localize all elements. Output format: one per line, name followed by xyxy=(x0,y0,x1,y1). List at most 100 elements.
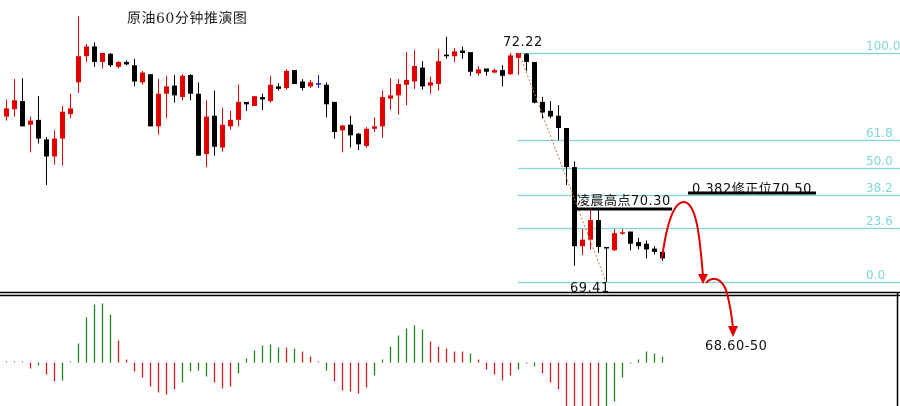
candle-body xyxy=(316,83,321,85)
candle xyxy=(36,96,41,144)
candle xyxy=(228,110,233,130)
candle xyxy=(140,70,145,85)
fib-level-label: 61.8 xyxy=(866,125,893,140)
candle-body xyxy=(580,239,585,247)
candle-body xyxy=(276,86,281,89)
candle-body xyxy=(524,53,529,62)
candle xyxy=(420,61,425,90)
candle-body xyxy=(596,220,601,247)
candle-body xyxy=(60,111,65,139)
candle xyxy=(148,74,153,127)
candle-body xyxy=(500,70,505,76)
candle xyxy=(348,115,353,148)
candle-body xyxy=(516,52,521,58)
candle xyxy=(628,231,633,251)
candle-body xyxy=(4,108,9,117)
candle-body xyxy=(236,101,241,120)
candle-body xyxy=(244,101,249,105)
candle xyxy=(556,105,561,141)
candle xyxy=(356,132,361,150)
candle xyxy=(276,83,281,91)
candle-body xyxy=(156,93,161,127)
fib-level-label: 0.0 xyxy=(866,267,886,282)
candle-body xyxy=(564,127,569,168)
candle xyxy=(180,74,185,101)
candle xyxy=(436,48,441,91)
candle xyxy=(260,93,265,111)
candle xyxy=(596,210,601,253)
candle-body xyxy=(252,96,257,106)
forecast-arrow-path-up-down xyxy=(661,200,704,277)
candle-body xyxy=(76,56,81,83)
candle-body xyxy=(124,61,129,65)
candle xyxy=(548,101,553,119)
candle-body xyxy=(292,70,297,84)
candle xyxy=(132,58,137,87)
candle xyxy=(540,97,545,119)
candle-body xyxy=(572,167,577,247)
candle-body xyxy=(412,66,417,82)
candle xyxy=(460,46,465,59)
candle-body xyxy=(340,125,345,131)
candle xyxy=(332,101,337,139)
candle xyxy=(28,116,33,153)
candle xyxy=(76,16,81,93)
candle xyxy=(652,246,657,255)
candle xyxy=(508,52,513,75)
candle-body xyxy=(556,115,561,128)
candle-body xyxy=(28,120,33,125)
candle-body xyxy=(492,70,497,73)
candle-body xyxy=(148,74,153,127)
candle xyxy=(340,124,345,153)
candle xyxy=(572,161,577,266)
candle-body xyxy=(380,97,385,127)
candle-body xyxy=(348,124,353,136)
early-morning-high-label: 凌晨高点70.30 xyxy=(577,194,671,209)
fib-level-label: 100.0 xyxy=(866,38,900,53)
candle-body xyxy=(100,52,105,62)
candle xyxy=(412,49,417,89)
forecast-arrow xyxy=(661,200,738,337)
candle xyxy=(500,65,505,87)
candle xyxy=(476,66,481,76)
candle xyxy=(68,93,73,119)
candle xyxy=(108,52,113,67)
candle-body xyxy=(644,243,649,250)
chart-title: 原油60分钟推演图 xyxy=(127,11,248,27)
candle-body xyxy=(484,68,489,72)
candle xyxy=(492,68,497,74)
candle-body xyxy=(20,101,25,127)
candle xyxy=(268,75,273,103)
candle xyxy=(220,107,225,152)
candle xyxy=(364,127,369,148)
candle xyxy=(444,36,449,59)
candle-body xyxy=(332,101,337,133)
candle-body xyxy=(268,84,273,102)
candle-body xyxy=(364,128,369,146)
candle-body xyxy=(452,51,457,57)
candle-body xyxy=(260,97,265,100)
candle-body xyxy=(132,65,137,82)
candle-body xyxy=(172,85,177,96)
candle-body xyxy=(92,46,97,62)
candle-body xyxy=(44,139,49,157)
candle-body xyxy=(372,126,377,129)
candle xyxy=(116,61,121,69)
candle-body xyxy=(612,233,617,251)
forecast-arrow-path-target xyxy=(705,277,734,329)
candle-body xyxy=(444,54,449,57)
candle-body xyxy=(652,248,657,252)
candle-body xyxy=(164,86,169,94)
candle-body xyxy=(628,231,633,244)
candle xyxy=(300,79,305,91)
swing-high-label: 72.22 xyxy=(503,35,543,50)
candle xyxy=(308,79,313,89)
candle xyxy=(84,44,89,62)
candle xyxy=(324,82,329,118)
candle xyxy=(516,52,521,75)
candle xyxy=(100,52,105,69)
candle-body xyxy=(204,116,209,155)
candle xyxy=(636,238,641,250)
